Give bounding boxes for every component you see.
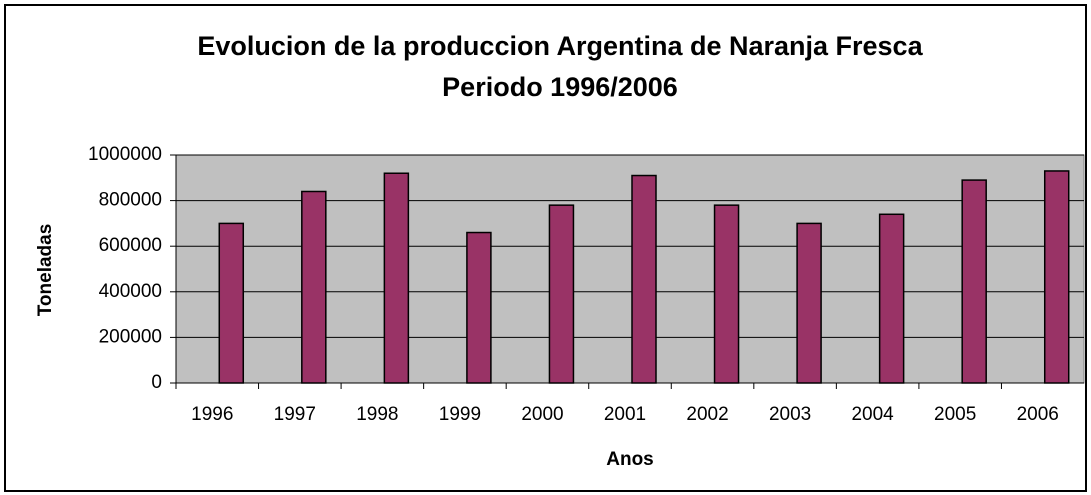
- y-tick-label: 1000000: [88, 144, 162, 165]
- chart-title: Evolucion de la produccion Argentina de …: [197, 31, 923, 61]
- bar: [383, 172, 410, 384]
- y-tick-label: 0: [151, 372, 162, 393]
- x-tick-label: 1999: [439, 404, 481, 425]
- bar: [796, 222, 822, 384]
- y-tick-label: 400000: [99, 281, 162, 302]
- x-tick-label: 1996: [191, 404, 233, 425]
- bar: [1043, 170, 1070, 384]
- bar: [631, 174, 657, 384]
- x-tick-label: 2000: [521, 404, 563, 425]
- x-tick-label: 2002: [686, 404, 728, 425]
- bar: [301, 190, 327, 384]
- x-tick-label: 1997: [274, 404, 316, 425]
- bar: [961, 179, 987, 384]
- bar: [466, 231, 492, 384]
- plot-area: [175, 154, 1085, 384]
- x-tick-label: 2005: [934, 404, 976, 425]
- bar: [713, 204, 740, 384]
- bar: [548, 204, 575, 384]
- chart-subtitle: Periodo 1996/2006: [442, 72, 678, 102]
- bar: [878, 213, 905, 384]
- x-tick-label: 1998: [356, 404, 398, 425]
- y-tick-label: 600000: [99, 235, 162, 256]
- x-tick-label: 2006: [1017, 404, 1059, 425]
- y-axis-title: Toneladas: [35, 224, 56, 317]
- x-tick-label: 2001: [604, 404, 646, 425]
- y-tick-label: 200000: [99, 326, 162, 347]
- x-tick-label: 2004: [851, 404, 894, 425]
- bar: [218, 222, 245, 384]
- x-tick-label: 2003: [769, 404, 811, 425]
- y-tick-label: 800000: [99, 190, 162, 211]
- x-axis-title: Anos: [606, 449, 654, 470]
